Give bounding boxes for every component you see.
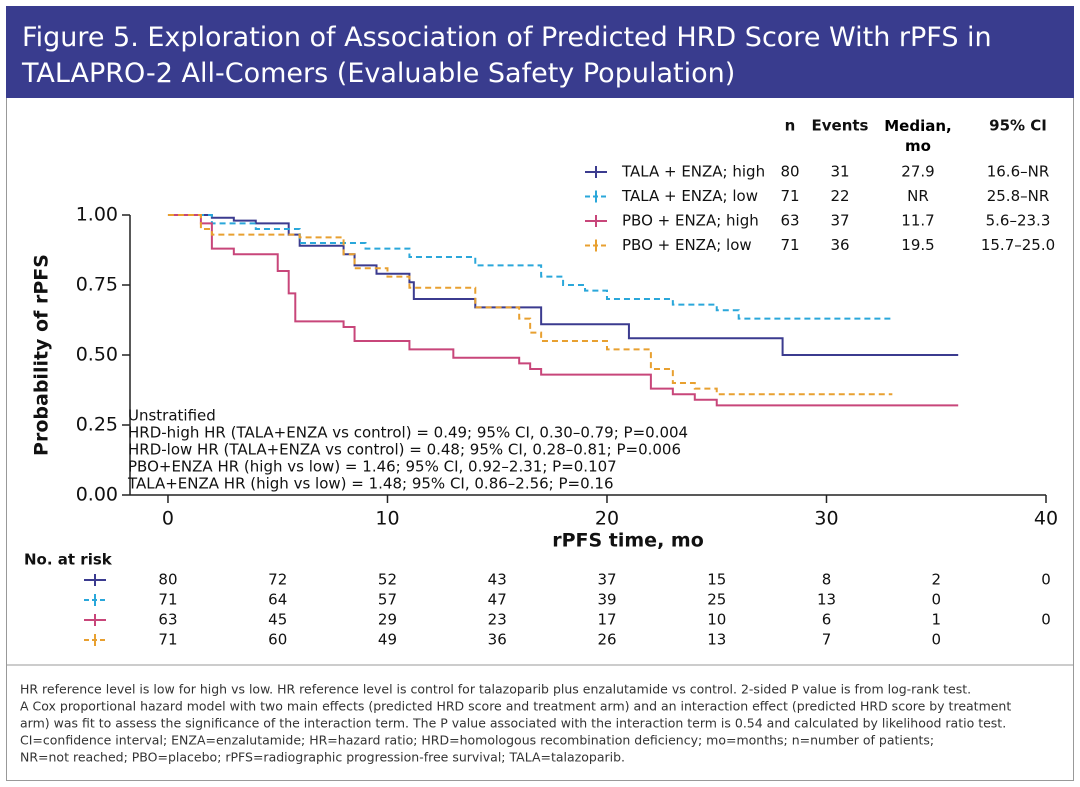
risk-count: 29	[378, 611, 397, 629]
annotation: TALA+ENZA HR (high vs low) = 1.48; 95% C…	[127, 475, 614, 493]
risk-count: 43	[488, 571, 507, 589]
footnote: CI=confidence interval; ENZA=enzalutamid…	[20, 733, 934, 748]
risk-count: 13	[817, 591, 836, 609]
figure-title: Figure 5. Exploration of Association of …	[22, 22, 992, 89]
table-cell: 31	[830, 163, 849, 181]
risk-count: 57	[378, 591, 397, 609]
table-header: n	[785, 117, 796, 135]
km-curve	[167, 214, 959, 356]
annotation: HRD-high HR (TALA+ENZA vs control) = 0.4…	[128, 424, 688, 442]
y-tick-label: 0.00	[76, 484, 118, 506]
risk-count: 37	[597, 571, 616, 589]
table-cell: 15.7–25.0	[981, 236, 1055, 254]
x-tick-label: 0	[162, 508, 174, 530]
table-header: Median, mo	[884, 117, 952, 155]
risk-count: 1	[931, 611, 941, 629]
y-tick-label: 1.00	[76, 204, 118, 226]
risk-count: 25	[707, 591, 726, 609]
risk-count: 0	[931, 591, 941, 609]
risk-count: 10	[707, 611, 726, 629]
x-tick-label: 20	[595, 508, 619, 530]
risk-count: 0	[1041, 571, 1051, 589]
table-cell: 22	[830, 187, 849, 205]
risk-count: 23	[488, 611, 507, 629]
table-cell: 19.5	[901, 236, 934, 254]
risk-count: 64	[268, 591, 287, 609]
risk-count: 2	[931, 571, 941, 589]
x-axis-label: rPFS time, mo	[552, 530, 704, 552]
risk-count: 71	[158, 591, 177, 609]
y-tick-label: 0.75	[76, 274, 118, 296]
table-header: 95% CI	[989, 117, 1047, 135]
risk-count: 49	[378, 631, 397, 649]
table-cell: 71	[780, 187, 799, 205]
header: Figure 5. Exploration of Association of …	[6, 6, 1074, 98]
x-tick-label: 30	[814, 508, 838, 530]
km-curve	[167, 214, 893, 396]
risk-count: 17	[597, 611, 616, 629]
y-axis-label: Probability of rPFS	[31, 254, 53, 456]
risk-count: 52	[378, 571, 397, 589]
table-cell: 27.9	[901, 163, 934, 181]
y-tick-label: 0.50	[76, 344, 118, 366]
footnote: NR=not reached; PBO=placebo; rPFS=radiog…	[20, 750, 625, 765]
x-tick-label: 40	[1034, 508, 1058, 530]
risk-count: 26	[597, 631, 616, 649]
table-cell: 71	[780, 236, 799, 254]
risk-title: No. at risk	[24, 551, 113, 569]
annotation: Unstratified	[128, 407, 216, 425]
table-cell: NR	[907, 187, 929, 205]
legend-label: PBO + ENZA; high	[622, 212, 759, 230]
risk-count: 80	[158, 571, 177, 589]
table-cell: 63	[780, 212, 799, 230]
risk-count: 7	[822, 631, 832, 649]
risk-count: 45	[268, 611, 287, 629]
footnote: A Cox proportional hazard model with two…	[20, 699, 1011, 714]
risk-count: 47	[488, 591, 507, 609]
table-cell: 80	[780, 163, 799, 181]
risk-count: 6	[822, 611, 832, 629]
km-curve	[167, 214, 959, 407]
table-cell: 25.8–NR	[987, 187, 1050, 205]
risk-count: 63	[158, 611, 177, 629]
risk-count: 0	[931, 631, 941, 649]
table-cell: 16.6–NR	[987, 163, 1050, 181]
footnote: arm) was fit to assess the significance …	[20, 716, 1006, 731]
table-header: Events	[812, 117, 869, 135]
table-cell: 37	[830, 212, 849, 230]
y-tick-label: 0.25	[76, 414, 118, 436]
legend-label: PBO + ENZA; low	[622, 236, 752, 254]
table-cell: 36	[830, 236, 849, 254]
annotation: HRD-low HR (TALA+ENZA vs control) = 0.48…	[128, 441, 681, 459]
risk-count: 13	[707, 631, 726, 649]
legend-label: TALA + ENZA; high	[621, 163, 765, 181]
x-tick-label: 10	[375, 508, 399, 530]
table-cell: 5.6–23.3	[986, 212, 1051, 230]
risk-count: 15	[707, 571, 726, 589]
risk-count: 72	[268, 571, 287, 589]
risk-count: 39	[597, 591, 616, 609]
risk-count: 71	[158, 631, 177, 649]
risk-count: 36	[488, 631, 507, 649]
km-curve	[167, 214, 893, 320]
footnote: HR reference level is low for high vs lo…	[20, 682, 971, 697]
risk-count: 8	[822, 571, 832, 589]
risk-count: 0	[1041, 611, 1051, 629]
legend-label: TALA + ENZA; low	[621, 187, 758, 205]
table-cell: 11.7	[901, 212, 934, 230]
annotation: PBO+ENZA HR (high vs low) = 1.46; 95% CI…	[128, 458, 617, 476]
risk-count: 60	[268, 631, 287, 649]
